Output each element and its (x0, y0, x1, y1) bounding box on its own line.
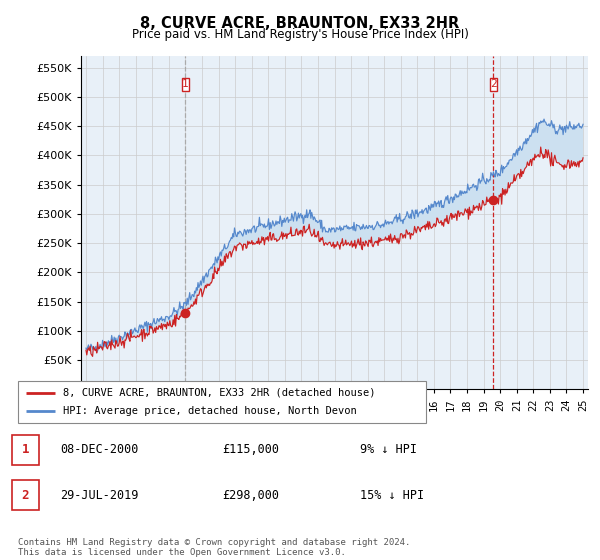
Text: 8, CURVE ACRE, BRAUNTON, EX33 2HR: 8, CURVE ACRE, BRAUNTON, EX33 2HR (140, 16, 460, 31)
FancyBboxPatch shape (182, 78, 188, 91)
FancyBboxPatch shape (490, 78, 497, 91)
Text: 2: 2 (490, 80, 497, 90)
Text: 15% ↓ HPI: 15% ↓ HPI (360, 488, 424, 502)
Text: 9% ↓ HPI: 9% ↓ HPI (360, 444, 417, 456)
Text: 1: 1 (22, 444, 29, 456)
FancyBboxPatch shape (12, 480, 39, 510)
FancyBboxPatch shape (12, 435, 39, 465)
Text: 1: 1 (182, 80, 189, 90)
Text: Price paid vs. HM Land Registry's House Price Index (HPI): Price paid vs. HM Land Registry's House … (131, 28, 469, 41)
Text: 29-JUL-2019: 29-JUL-2019 (60, 488, 139, 502)
Text: 8, CURVE ACRE, BRAUNTON, EX33 2HR (detached house): 8, CURVE ACRE, BRAUNTON, EX33 2HR (detac… (63, 388, 376, 398)
Text: 2: 2 (22, 488, 29, 502)
Text: 08-DEC-2000: 08-DEC-2000 (60, 444, 139, 456)
Text: £115,000: £115,000 (222, 444, 279, 456)
Text: Contains HM Land Registry data © Crown copyright and database right 2024.
This d: Contains HM Land Registry data © Crown c… (18, 538, 410, 557)
FancyBboxPatch shape (18, 381, 426, 423)
Text: £298,000: £298,000 (222, 488, 279, 502)
Text: HPI: Average price, detached house, North Devon: HPI: Average price, detached house, Nort… (63, 406, 356, 416)
